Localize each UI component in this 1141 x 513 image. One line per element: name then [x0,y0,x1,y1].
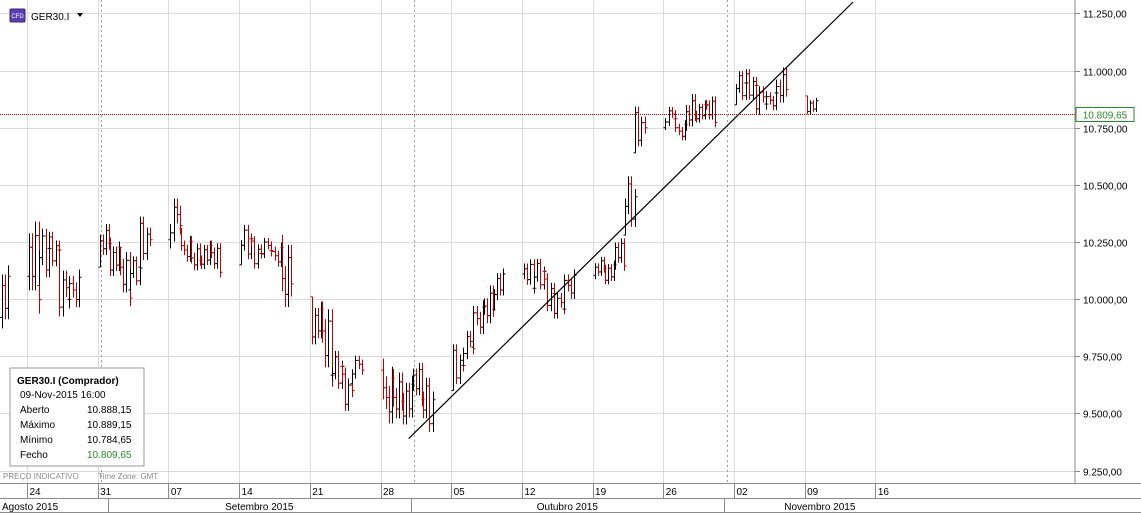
month-label-3: Novembro 2015 [784,502,856,513]
y-tick-label-1: 9.500,00 [1083,410,1122,421]
cfd-icon [9,8,26,23]
last-price-tag: 10.809,65 [1075,107,1135,122]
info-panel: GER30.I (Comprador) 09-Nov-2015 16:00 Ab… [9,367,145,467]
info-row-value-high: 10.889,15 [87,420,132,431]
price-axis-ticks: 9.250,00 9.500,00 9.750,00 10.000,00 10.250,… [1075,10,1128,479]
x-day-label-9: 26 [666,487,678,498]
month-label-1: Setembro 2015 [225,502,294,513]
info-row-value-close: 10.809,65 [87,450,132,461]
info-panel-box [9,367,145,467]
plot-area [0,0,1075,483]
price-tag-value: 10.809,65 [1083,111,1128,122]
info-row-value-open: 10.888,15 [87,405,132,416]
trendline-layer[interactable] [408,1,854,439]
y-tick-label-6: 10.750,00 [1083,125,1128,136]
x-day-label-1: 31 [100,487,112,498]
x-day-label-3: 14 [242,487,254,498]
x-day-label-8: 19 [595,487,607,498]
y-tick-label-4: 10.250,00 [1083,239,1128,250]
period-separators [101,0,728,483]
x-day-label-10: 02 [736,487,748,498]
y-tick-label-5: 10.500,00 [1083,182,1128,193]
info-row-value-low: 10.784,65 [87,435,132,446]
x-day-label-7: 12 [524,487,536,498]
x-day-label-2: 07 [171,487,183,498]
y-tick-label-2: 9.750,00 [1083,353,1122,364]
y-tick-label-3: 10.000,00 [1083,296,1128,307]
info-panel-datetime: 09-Nov-2015 16:00 [20,390,106,401]
indicative-price-note: PREÇO INDICATIVO [3,472,79,481]
info-row-label-high: Máximo [20,420,55,431]
info-row-label-open: Aberto [20,405,50,416]
price-tag-box [1075,107,1135,122]
info-panel-title: GER30.I (Comprador) [17,376,119,387]
y-tick-label-7: 11.000,00 [1083,68,1127,79]
info-row-label-close: Fecho [20,450,48,461]
x-day-label-6: 05 [454,487,466,498]
x-day-label-0: 24 [29,487,41,498]
time-axis-labels: 24 31 07 14 21 28 05 12 19 26 02 09 16 Agosto 2015 Set… [2,483,889,513]
y-tick-label-0: 9.250,00 [1083,468,1122,479]
dropdown-caret-icon[interactable] [77,13,83,17]
y-tick-label-8: 11.250,00 [1083,10,1127,21]
month-label-0: Agosto 2015 [2,502,59,513]
symbol-selector[interactable]: CFD GER30.I [9,8,83,23]
grid [0,0,1075,483]
symbol-label: GER30.I [31,12,69,23]
month-label-2: Outubro 2015 [537,502,599,513]
x-day-label-12: 16 [878,487,890,498]
x-day-label-5: 28 [383,487,395,498]
info-row-label-low: Mínimo [20,435,53,446]
ohlc-bars [0,67,819,432]
timezone-note: Time Zone: GMT [98,472,158,481]
price-axis[interactable] [1075,0,1141,483]
x-day-label-11: 09 [807,487,819,498]
cfd-icon-glyph: CFD [11,14,24,20]
trendline [408,1,854,439]
x-day-label-4: 21 [312,487,324,498]
